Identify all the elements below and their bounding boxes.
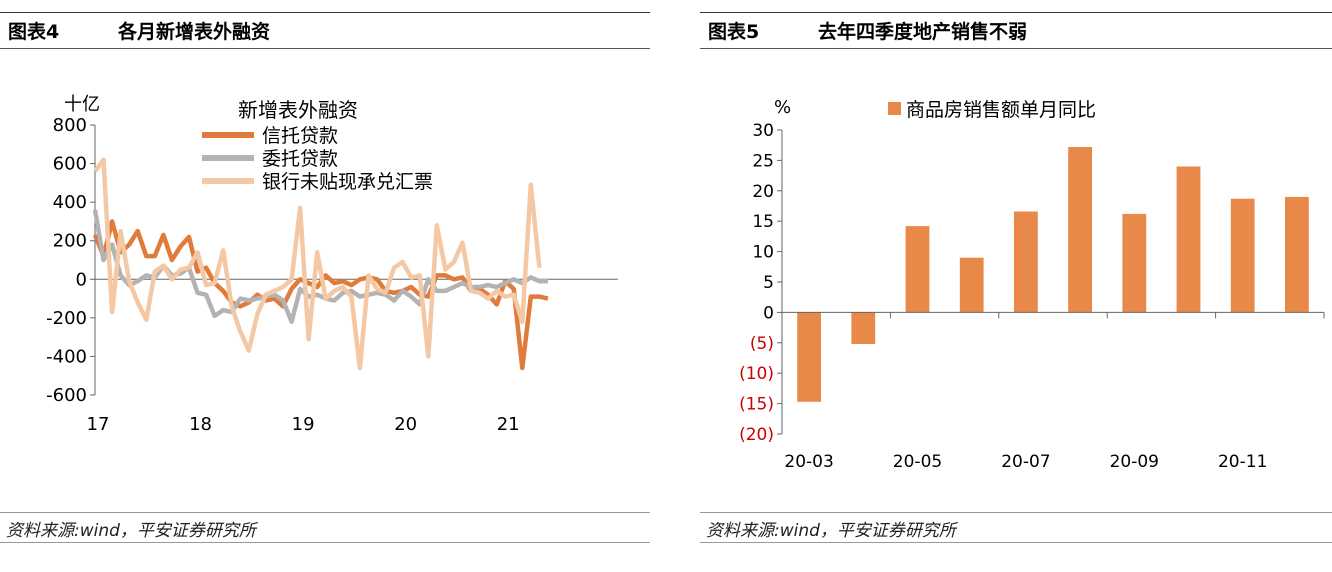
source-note: 资料来源:wind，平安证券研究所	[706, 521, 956, 541]
y-tick-label: -400	[46, 346, 87, 367]
y-tick-label: 400	[53, 192, 87, 213]
y-tick-label: 600	[53, 154, 87, 175]
y-tick-label: -600	[46, 385, 87, 406]
y-tick-label: (15)	[739, 395, 774, 415]
x-tick-label: 18	[189, 414, 212, 435]
bars	[797, 147, 1309, 402]
x-axis: 20-03 20-05 20-07 20-09 20-11	[781, 311, 1325, 472]
figure-title: 去年四季度地产销售不弱	[818, 21, 1028, 43]
header-rule-bottom	[0, 48, 650, 49]
header-rule-top	[0, 12, 650, 13]
y-tick-label: 30	[752, 121, 774, 141]
y-tick-label: 25	[752, 151, 774, 171]
y-tick-label: (20)	[739, 425, 774, 445]
y-tick-label: 0	[76, 269, 87, 290]
source-rule-bottom	[0, 542, 650, 543]
source-rule-bottom	[700, 542, 1332, 543]
series-lines	[92, 157, 549, 371]
header-rule-bottom	[700, 48, 1332, 49]
figure-label: 图表4	[8, 21, 60, 43]
legend-label: 商品房销售额单月同比	[906, 99, 1096, 121]
y-unit-label: %	[774, 97, 791, 118]
y-unit-label: 十亿	[64, 94, 100, 115]
legend-swatch	[888, 102, 901, 115]
bar-20-08	[1068, 147, 1092, 313]
y-tick-label: 800	[53, 115, 87, 136]
source-rule-top	[700, 512, 1332, 513]
header-rule-top	[700, 12, 1332, 13]
y-axis: 800 600 400 200 0 -200 -400 -600	[46, 115, 96, 406]
bar-20-10	[1176, 166, 1201, 313]
bar-20-06	[959, 257, 984, 313]
figure-5-panel: 图表5 去年四季度地产销售不弱 % 商品房销售额单月同比 30 25 20 15 10 5…	[700, 0, 1332, 572]
x-tick-label: 19	[292, 414, 315, 435]
x-tick-label: 17	[87, 414, 110, 435]
y-tick-label: 10	[752, 243, 774, 263]
legend-label: 银行未贴现承兑汇票	[262, 171, 433, 193]
bar-20-12	[1285, 196, 1309, 313]
series-line-2	[93, 157, 542, 371]
bar-20-04	[851, 312, 876, 344]
x-tick-label: 20-05	[893, 452, 942, 472]
x-tick-label: 20	[394, 414, 417, 435]
y-tick-label: 200	[53, 231, 87, 252]
x-tick-label: 20-11	[1218, 452, 1267, 472]
legend-label: 委托贷款	[262, 148, 338, 170]
bar-chart: % 商品房销售额单月同比 30 25 20 15 10 5 0 (5) (10) (15) (20)…	[739, 97, 1325, 472]
bar-20-11	[1230, 198, 1255, 313]
x-tick-label: 20-09	[1110, 452, 1159, 472]
figure-4-panel: 图表4 各月新增表外融资 十亿 新增表外融资 信托贷款 委托贷款 银行未贴现承兑汇票…	[0, 0, 650, 572]
y-tick-label: (5)	[750, 334, 774, 354]
figure-label: 图表5	[708, 21, 760, 43]
bar-20-07	[1014, 211, 1038, 313]
y-tick-label: (10)	[739, 364, 774, 384]
bar-20-05	[905, 226, 930, 313]
x-tick-label: 20-03	[784, 452, 833, 472]
source-note: 资料来源:wind，平安证券研究所	[6, 521, 256, 541]
y-tick-label: 20	[752, 182, 774, 202]
bar-20-03	[797, 312, 821, 402]
legend-label: 信托贷款	[262, 125, 338, 147]
x-tick-label: 20-07	[1001, 452, 1050, 472]
source-rule-top	[0, 512, 650, 513]
legend-title: 新增表外融资	[238, 98, 358, 122]
legend: 商品房销售额单月同比	[888, 99, 1096, 121]
bar-20-09	[1122, 213, 1147, 313]
y-tick-label: 15	[752, 212, 774, 232]
y-axis: 30 25 20 15 10 5 0 (5) (10) (15) (20)	[739, 121, 783, 445]
x-tick-label: 21	[497, 414, 520, 435]
y-tick-label: 5	[763, 273, 774, 293]
y-tick-label: -200	[46, 308, 87, 329]
figure-title: 各月新增表外融资	[118, 21, 271, 43]
y-tick-label: 0	[763, 303, 774, 323]
